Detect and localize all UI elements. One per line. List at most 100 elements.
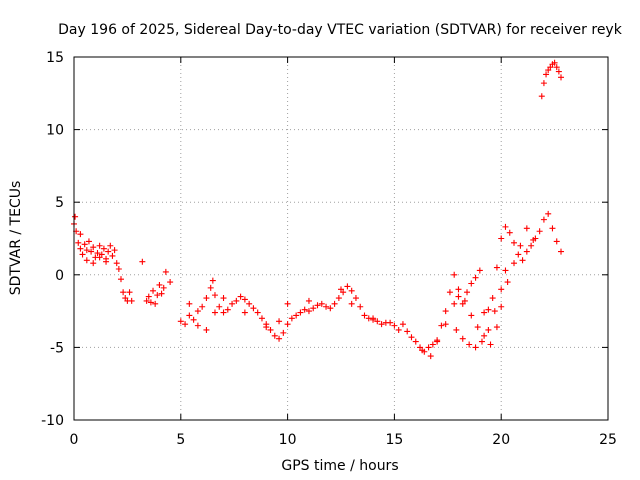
data-point [442, 308, 449, 315]
data-point [109, 252, 116, 259]
data-point [493, 324, 500, 331]
data-point [207, 284, 214, 291]
axis-ticks: 0 5 10 15 20 25 -10 -5 0 5 10 15 [41, 50, 617, 448]
data-point [370, 315, 377, 322]
data-point [126, 289, 133, 296]
data-point [263, 324, 270, 331]
data-point [481, 309, 488, 316]
data-point [162, 268, 169, 275]
data-point [241, 309, 248, 316]
y-tick-label: 10 [46, 123, 64, 139]
data-point [83, 257, 90, 264]
data-point [491, 308, 498, 315]
data-point [111, 247, 118, 254]
data-point [459, 335, 466, 342]
data-point [139, 258, 146, 265]
plot-frame [73, 56, 609, 421]
data-point [558, 74, 565, 81]
data-point [446, 289, 453, 296]
data-point [145, 293, 152, 300]
data-point [100, 245, 107, 252]
x-tick-label: 5 [176, 432, 185, 448]
data-point [203, 326, 210, 333]
data-point [352, 295, 359, 302]
data-point [451, 271, 458, 278]
data-point [468, 280, 475, 287]
data-point [404, 328, 411, 335]
data-point [498, 235, 505, 242]
data-point [160, 284, 167, 291]
data-point [519, 257, 526, 264]
data-point [429, 341, 436, 348]
data-point [120, 289, 127, 296]
data-point [216, 303, 223, 310]
data-point [511, 260, 518, 267]
data-point [258, 315, 265, 322]
x-tick-label: 20 [492, 432, 510, 448]
data-point [442, 321, 449, 328]
data-point [472, 274, 479, 281]
y-tick-label: -5 [50, 340, 64, 356]
data-point [250, 305, 257, 312]
data-point [468, 312, 475, 319]
data-point [517, 242, 524, 249]
data-point [553, 64, 560, 71]
data-points [71, 59, 565, 360]
data-point [348, 300, 355, 307]
data-point [288, 315, 295, 322]
data-point [338, 286, 344, 293]
data-point [455, 293, 462, 300]
data-point [314, 302, 321, 309]
data-point [90, 260, 97, 267]
data-point [551, 59, 558, 66]
data-point [297, 309, 304, 316]
data-point [438, 322, 445, 329]
data-point [374, 318, 381, 325]
data-point [152, 300, 159, 307]
data-point [96, 242, 103, 249]
data-point [85, 238, 92, 245]
data-point [515, 251, 522, 258]
data-point [271, 332, 278, 339]
data-point [276, 318, 283, 325]
data-point [536, 228, 543, 235]
data-point [156, 281, 163, 288]
data-point [246, 300, 253, 307]
data-point [387, 319, 394, 326]
data-point [229, 300, 236, 307]
x-tick-label: 10 [279, 432, 297, 448]
data-point [502, 223, 509, 230]
data-point [451, 300, 458, 307]
data-point [540, 216, 547, 223]
data-point [186, 300, 193, 307]
data-point [77, 231, 84, 238]
data-point [220, 295, 227, 302]
data-point [194, 322, 201, 329]
y-tick-label: 5 [55, 195, 64, 211]
data-point [318, 300, 325, 307]
data-point [94, 250, 101, 257]
data-point [361, 312, 368, 319]
data-point [434, 338, 441, 345]
data-point [502, 267, 509, 274]
data-point [331, 300, 338, 307]
data-point [466, 341, 473, 348]
data-point [72, 213, 79, 220]
data-point [485, 326, 492, 333]
data-point [280, 329, 287, 336]
data-point [425, 344, 432, 351]
data-point [220, 309, 227, 316]
data-point [378, 321, 385, 328]
data-point [203, 295, 210, 302]
data-point [419, 347, 426, 354]
data-point [237, 293, 244, 300]
data-point [395, 326, 402, 333]
x-tick-label: 25 [599, 432, 617, 448]
data-point [335, 295, 342, 302]
data-point [412, 338, 419, 345]
data-point [81, 241, 88, 248]
y-axis-label: SDTVAR / TECUs [8, 181, 24, 296]
data-point [107, 242, 114, 249]
data-point [344, 283, 351, 290]
